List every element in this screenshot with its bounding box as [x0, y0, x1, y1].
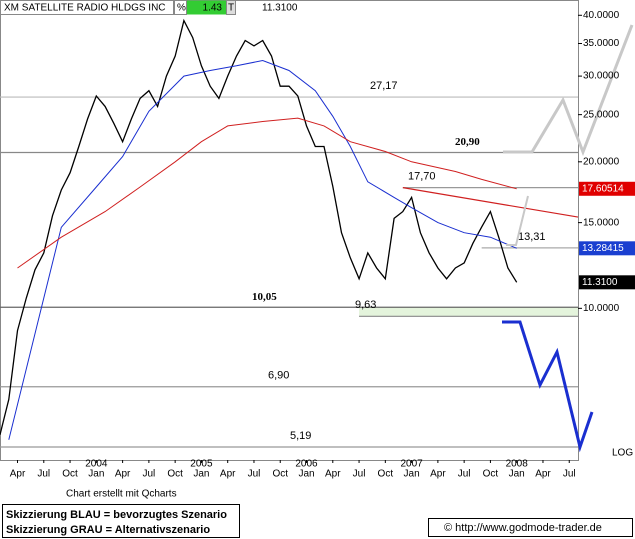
year-label: 2008 — [506, 459, 529, 470]
header-box — [174, 0, 187, 15]
price-label: 11.3100 — [582, 277, 618, 288]
moving-average — [17, 117, 517, 269]
y-tick-label: 15.0000 — [583, 217, 620, 228]
level-label: 13,31 — [518, 231, 546, 243]
price-line — [0, 18, 518, 435]
header-box — [0, 0, 174, 15]
x-tick-label: Jul — [248, 469, 261, 480]
x-tick-label: Jan — [509, 469, 525, 480]
symbol-name: XM SATELLITE RADIO HLDGS INC — [4, 3, 166, 14]
support-zone — [359, 307, 578, 317]
year-label: 2006 — [295, 459, 318, 470]
gray-arrow — [506, 195, 529, 246]
year-label: 2005 — [190, 459, 213, 470]
gray-scenario — [503, 24, 634, 157]
scale-label: LOG — [612, 448, 633, 459]
t-flag: T — [228, 3, 234, 14]
x-tick-label: Jan — [404, 469, 420, 480]
change: 1.43 — [203, 3, 223, 14]
header-box — [226, 0, 236, 15]
level-label: 17,70 — [408, 171, 436, 183]
level-label: 20,90 — [455, 136, 480, 148]
x-tick-label: Apr — [325, 469, 341, 480]
x-tick-label: Oct — [167, 469, 183, 480]
last-price: 11.3100 — [262, 3, 298, 14]
y-tick-label: 25.0000 — [583, 109, 620, 120]
level-label: 9,63 — [355, 299, 376, 311]
level-label: 10,05 — [252, 291, 277, 303]
y-tick-label: 30.0000 — [583, 71, 620, 82]
x-tick-label: Jan — [193, 469, 209, 480]
source: © http://www.godmode-trader.de — [444, 522, 602, 534]
y-tick-label: 40.0000 — [583, 10, 620, 21]
plot: 27,17 20,90 17,70 13,31 10,05 9,63 6,90 5,19 — [0, 18, 579, 448]
x-tick-label: Jan — [88, 469, 104, 480]
x-tick-label: Apr — [10, 469, 26, 480]
x-tick-label: Jul — [142, 469, 155, 480]
change-box — [187, 0, 226, 15]
y-tick-label: 10.0000 — [583, 303, 620, 314]
x-tick-label: Oct — [272, 469, 288, 480]
x-tick-label: Jul — [37, 469, 50, 480]
level-label: 5,19 — [290, 430, 311, 442]
note-blue: Skizzierung BLAU = bevorzugtes Szenario — [6, 509, 227, 521]
x-tick-label: Apr — [115, 469, 131, 480]
level-label: 27,17 — [370, 80, 398, 92]
level-label: 6,90 — [268, 370, 289, 382]
trendline — [402, 187, 579, 218]
x-tick-label: Jul — [458, 469, 471, 480]
y-tick-label: 20.0000 — [583, 156, 620, 167]
source-box — [428, 518, 633, 537]
x-tick-label: Jul — [563, 469, 576, 480]
plot-frame — [0, 0, 579, 461]
x-tick-label: Jan — [298, 469, 314, 480]
x-tick-label: Jul — [353, 469, 366, 480]
price-label: 17.60514 — [582, 183, 624, 194]
x-tick-label: Oct — [483, 469, 499, 480]
year-label: 2007 — [400, 459, 423, 470]
x-tick-label: Oct — [62, 469, 78, 480]
x-tick-label: Apr — [430, 469, 446, 480]
x-tick-label: Oct — [378, 469, 394, 480]
note-gray: Skizzierung GRAU = Alternativszenario — [6, 524, 210, 536]
blue-scenario — [502, 320, 594, 453]
year-label: 2004 — [85, 459, 108, 470]
x-tick-label: Apr — [535, 469, 551, 480]
price-label: 13.28415 — [582, 243, 624, 254]
x-tick-label: Apr — [220, 469, 236, 480]
price-label-box — [579, 275, 635, 290]
note-box — [2, 504, 240, 538]
credit: Chart erstellt mit Qcharts — [66, 489, 177, 500]
y-tick-label: 35.0000 — [583, 38, 620, 49]
price-label-box — [579, 241, 635, 256]
moving-average — [8, 59, 517, 440]
pct-symbol: % — [177, 3, 186, 14]
price-label-box — [579, 181, 635, 196]
